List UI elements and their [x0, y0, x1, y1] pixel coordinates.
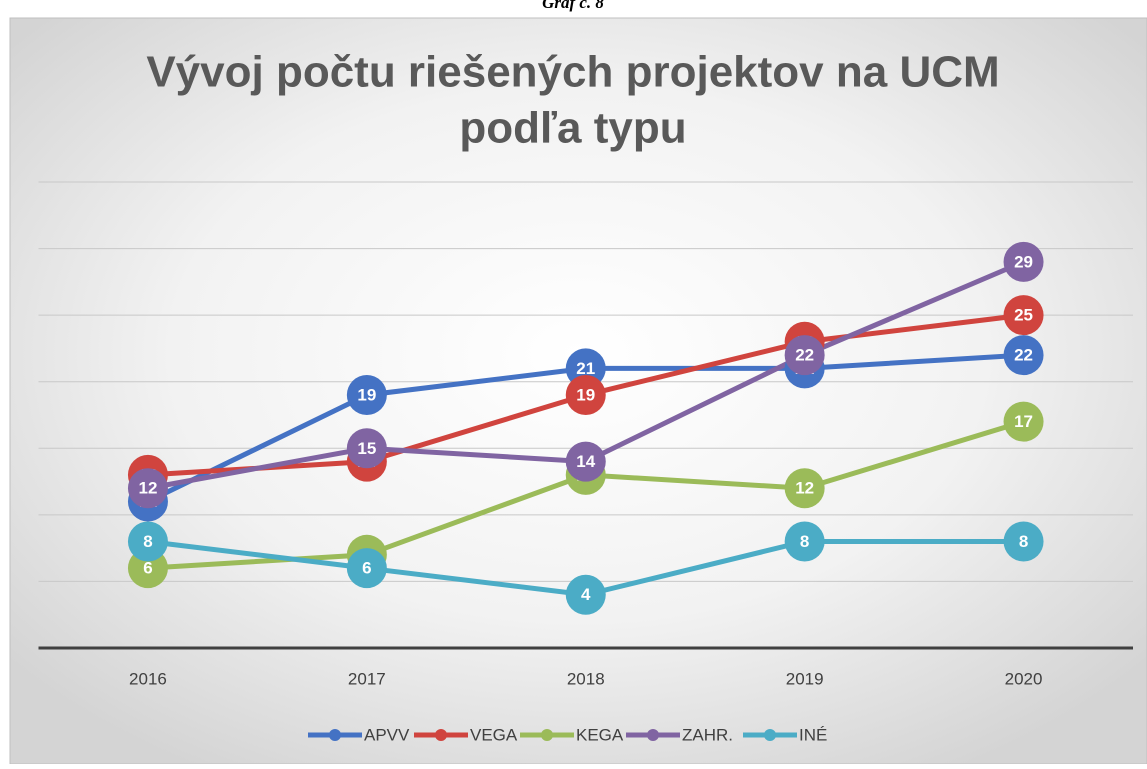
data-label: 29 — [1014, 252, 1033, 271]
marker — [565, 574, 606, 615]
x-tick-label: 2016 — [129, 669, 167, 688]
marker — [784, 468, 825, 509]
data-label: 19 — [357, 386, 376, 405]
marker — [127, 468, 168, 509]
data-label: 6 — [143, 559, 152, 578]
legend-marker — [647, 729, 659, 741]
data-label: 14 — [576, 452, 595, 471]
data-label: 6 — [362, 559, 371, 578]
legend-label: VEGA — [470, 725, 518, 744]
data-label: 15 — [357, 439, 376, 458]
legend-label: KEGA — [576, 725, 624, 744]
data-label: 22 — [795, 346, 814, 365]
legend-marker — [764, 729, 776, 741]
legend-marker — [435, 729, 447, 741]
marker — [1003, 335, 1044, 376]
chart-title: Vývoj počtu riešených projektov na UCM — [146, 48, 999, 97]
marker — [346, 548, 387, 589]
data-label: 12 — [795, 479, 814, 498]
data-label: 8 — [800, 532, 809, 551]
marker — [565, 375, 606, 416]
legend-label: APVV — [364, 725, 410, 744]
x-tick-label: 2019 — [786, 669, 824, 688]
legend-label: ZAHR. — [682, 725, 733, 744]
caption: Graf č. 8 — [542, 0, 604, 12]
x-tick-label: 2018 — [567, 669, 605, 688]
data-label: 22 — [1014, 346, 1033, 365]
marker — [346, 375, 387, 416]
data-label: 8 — [143, 532, 152, 551]
data-label: 12 — [138, 479, 157, 498]
marker — [565, 441, 606, 482]
legend-marker — [329, 729, 341, 741]
legend-marker — [541, 729, 553, 741]
marker — [346, 428, 387, 469]
marker — [1003, 521, 1044, 562]
marker — [1003, 241, 1044, 282]
data-label: 17 — [1014, 412, 1033, 431]
marker — [784, 521, 825, 562]
chart-title: podľa typu — [459, 104, 686, 153]
data-label: 4 — [581, 585, 591, 604]
x-tick-label: 2017 — [348, 669, 386, 688]
data-label: 8 — [1019, 532, 1028, 551]
marker — [1003, 295, 1044, 336]
x-tick-label: 2020 — [1005, 669, 1043, 688]
marker — [1003, 401, 1044, 442]
data-label: 19 — [576, 386, 595, 405]
legend-label: INÉ — [799, 725, 827, 744]
data-label: 25 — [1014, 306, 1033, 325]
marker — [784, 335, 825, 376]
data-label: 21 — [576, 359, 595, 378]
marker — [127, 521, 168, 562]
